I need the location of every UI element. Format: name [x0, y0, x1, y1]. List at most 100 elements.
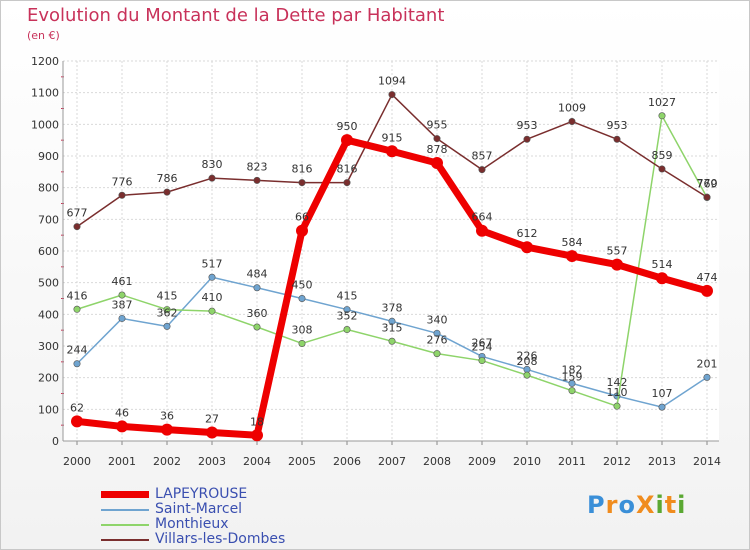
- legend-label: Monthieux: [155, 516, 229, 532]
- data-point: [478, 357, 486, 365]
- data-label: 107: [652, 387, 673, 400]
- x-tick-label: 2010: [513, 455, 541, 468]
- data-label: 450: [292, 279, 313, 292]
- x-tick-label: 2009: [468, 455, 496, 468]
- data-label: 514: [652, 258, 673, 271]
- data-point: [251, 429, 263, 442]
- data-point: [433, 350, 441, 358]
- data-point: [433, 329, 441, 337]
- data-point: [388, 317, 396, 325]
- data-label: 340: [427, 313, 448, 326]
- logo-letter: o: [618, 491, 636, 519]
- data-point: [433, 135, 441, 143]
- data-label: 950: [337, 120, 358, 133]
- data-point: [163, 322, 171, 330]
- data-label: 1094: [378, 75, 406, 88]
- data-label: 352: [337, 310, 358, 323]
- data-label: 953: [517, 119, 538, 132]
- y-tick-label: 600: [38, 245, 59, 258]
- data-label: 517: [202, 257, 223, 270]
- data-label: 27: [205, 412, 219, 425]
- data-label: 816: [337, 163, 358, 176]
- data-point: [298, 339, 306, 347]
- data-point: [523, 135, 531, 143]
- y-tick-label: 1000: [31, 118, 59, 131]
- data-label: 276: [427, 334, 448, 347]
- unit-label: (en €): [27, 29, 60, 42]
- data-point: [568, 117, 576, 125]
- data-point: [431, 156, 443, 169]
- data-point: [611, 258, 623, 271]
- legend-swatch: [101, 523, 149, 526]
- data-label: 66: [295, 211, 309, 224]
- logo-letter: t: [664, 491, 678, 519]
- chart-title: Evolution du Montant de la Dette par Hab…: [27, 5, 445, 26]
- legend-item: Villars-les-Dombes: [101, 532, 285, 547]
- data-label: 557: [607, 245, 628, 258]
- data-label: 410: [202, 291, 223, 304]
- x-tick-label: 2012: [603, 455, 631, 468]
- legend-label: Villars-les-Dombes: [155, 531, 286, 547]
- y-tick-label: 400: [38, 308, 59, 321]
- data-point: [613, 402, 621, 410]
- data-label: 315: [382, 321, 403, 334]
- x-tick-label: 2000: [63, 455, 91, 468]
- data-label: 769: [697, 177, 718, 190]
- legend-label: Saint-Marcel: [155, 501, 243, 517]
- y-tick-label: 0: [52, 435, 59, 448]
- data-label: 953: [607, 119, 628, 132]
- data-point: [476, 224, 488, 237]
- data-point: [703, 193, 711, 201]
- data-label: 360: [247, 307, 268, 320]
- y-tick-label: 100: [38, 403, 59, 416]
- y-tick-label: 1200: [31, 55, 59, 68]
- x-tick-label: 2002: [153, 455, 181, 468]
- data-label: 1009: [558, 101, 586, 114]
- data-label: 254: [472, 341, 493, 354]
- data-label: 612: [517, 227, 538, 240]
- data-point: [386, 145, 398, 158]
- x-tick-label: 2001: [108, 455, 136, 468]
- x-tick-label: 2011: [558, 455, 586, 468]
- y-tick-label: 200: [38, 372, 59, 385]
- y-tick-label: 700: [38, 213, 59, 226]
- data-label: 378: [382, 301, 403, 314]
- data-label: 823: [247, 160, 268, 173]
- legend-swatch: [101, 508, 149, 511]
- data-label: 416: [67, 289, 88, 302]
- data-label: 677: [67, 207, 88, 220]
- data-label: 226: [517, 349, 538, 362]
- data-point: [388, 337, 396, 345]
- data-label: 664: [472, 211, 493, 224]
- data-label: 36: [160, 410, 174, 423]
- data-point: [568, 379, 576, 387]
- proxiti-logo: ProXiti: [587, 491, 686, 519]
- legend-item: Saint-Marcel: [101, 502, 285, 517]
- data-point: [298, 294, 306, 302]
- data-label: 955: [427, 119, 448, 132]
- data-point: [71, 415, 83, 428]
- data-point: [253, 176, 261, 184]
- data-label: 244: [67, 344, 88, 357]
- data-label: 415: [337, 290, 358, 303]
- data-label: 816: [292, 163, 313, 176]
- data-label: 484: [247, 268, 268, 281]
- legend-swatch: [101, 491, 149, 498]
- data-label: 208: [517, 355, 538, 368]
- data-label: 18: [250, 415, 264, 428]
- data-point: [163, 188, 171, 196]
- logo-letter: X: [635, 491, 656, 519]
- data-point: [568, 387, 576, 395]
- data-label: 267: [472, 336, 493, 349]
- data-point: [658, 403, 666, 411]
- data-label: 770: [697, 177, 718, 190]
- data-point: [163, 306, 171, 314]
- data-point: [703, 373, 711, 381]
- data-point: [253, 284, 261, 292]
- data-label: 308: [292, 323, 313, 336]
- data-point: [73, 360, 81, 368]
- x-tick-label: 2003: [198, 455, 226, 468]
- data-label: 915: [382, 131, 403, 144]
- data-label: 415: [157, 290, 178, 303]
